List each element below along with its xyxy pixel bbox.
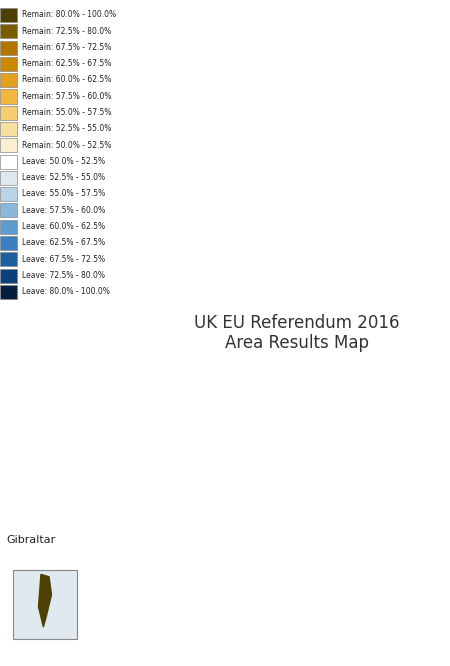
Text: Remain: 80.0% - 100.0%: Remain: 80.0% - 100.0%	[22, 10, 116, 19]
Bar	[0, 285, 17, 299]
Bar	[0, 73, 17, 87]
Text: Leave: 62.5% - 67.5%: Leave: 62.5% - 67.5%	[22, 238, 105, 247]
Text: Remain: 57.5% - 60.0%: Remain: 57.5% - 60.0%	[22, 92, 111, 101]
Text: Leave: 50.0% - 52.5%: Leave: 50.0% - 52.5%	[22, 157, 105, 166]
Bar	[0, 139, 17, 153]
Text: Leave: 60.0% - 62.5%: Leave: 60.0% - 62.5%	[22, 222, 105, 231]
Bar	[0, 41, 17, 55]
Text: Leave: 57.5% - 60.0%: Leave: 57.5% - 60.0%	[22, 206, 105, 214]
Text: Remain: 55.0% - 57.5%: Remain: 55.0% - 57.5%	[22, 108, 111, 117]
Bar	[0, 187, 17, 201]
Polygon shape	[39, 574, 51, 627]
Text: Gibraltar: Gibraltar	[7, 535, 56, 545]
Bar	[0, 106, 17, 120]
Text: Leave: 55.0% - 57.5%: Leave: 55.0% - 57.5%	[22, 189, 105, 198]
Bar	[0, 89, 17, 103]
Text: Remain: 67.5% - 72.5%: Remain: 67.5% - 72.5%	[22, 43, 111, 52]
Bar	[0, 220, 17, 234]
Bar	[0, 171, 17, 185]
Text: Remain: 62.5% - 67.5%: Remain: 62.5% - 67.5%	[22, 59, 111, 68]
Text: Remain: 52.5% - 55.0%: Remain: 52.5% - 55.0%	[22, 125, 111, 133]
Text: Leave: 67.5% - 72.5%: Leave: 67.5% - 72.5%	[22, 254, 105, 264]
Bar	[0, 122, 17, 136]
Bar	[0, 203, 17, 218]
Bar	[0, 155, 17, 168]
Text: Leave: 72.5% - 80.0%: Leave: 72.5% - 80.0%	[22, 271, 104, 280]
Text: Remain: 60.0% - 62.5%: Remain: 60.0% - 62.5%	[22, 75, 111, 85]
Text: Leave: 52.5% - 55.0%: Leave: 52.5% - 55.0%	[22, 173, 105, 182]
Bar	[0, 268, 17, 282]
Text: UK EU Referendum 2016
Area Results Map: UK EU Referendum 2016 Area Results Map	[194, 314, 400, 352]
Text: Remain: 50.0% - 52.5%: Remain: 50.0% - 52.5%	[22, 141, 111, 150]
Bar	[0, 25, 17, 39]
FancyBboxPatch shape	[13, 570, 77, 639]
Bar	[0, 252, 17, 266]
Bar	[0, 8, 17, 22]
Bar	[0, 236, 17, 250]
Text: Leave: 80.0% - 100.0%: Leave: 80.0% - 100.0%	[22, 287, 109, 296]
Bar	[0, 57, 17, 71]
Text: Remain: 72.5% - 80.0%: Remain: 72.5% - 80.0%	[22, 27, 111, 35]
